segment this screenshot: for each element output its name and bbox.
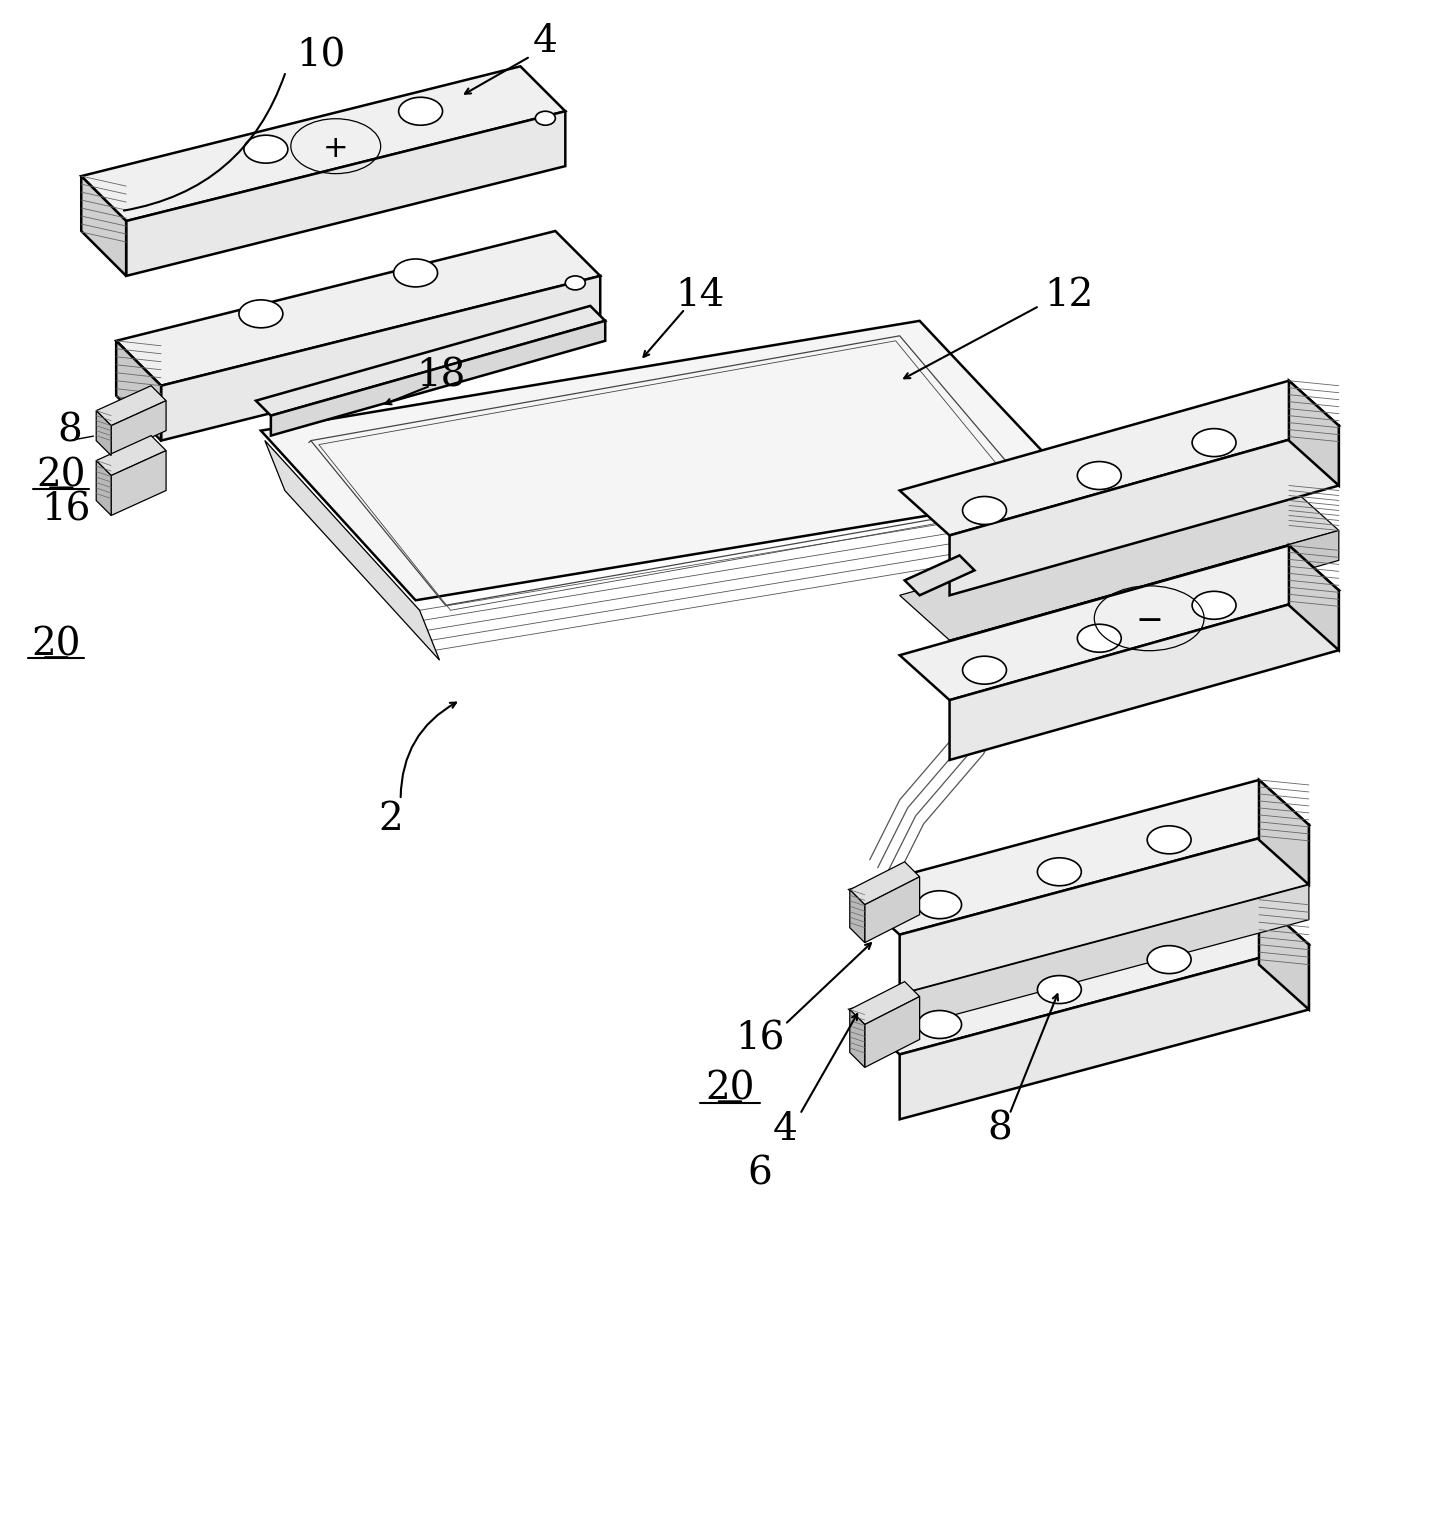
Text: 20: 20	[32, 627, 81, 664]
Polygon shape	[865, 996, 920, 1068]
Polygon shape	[865, 876, 920, 943]
Text: 8: 8	[57, 412, 81, 450]
Polygon shape	[161, 276, 600, 441]
Text: −: −	[1135, 603, 1164, 636]
Polygon shape	[899, 381, 1338, 535]
Text: 20: 20	[36, 457, 86, 494]
Ellipse shape	[398, 97, 443, 125]
Polygon shape	[81, 176, 126, 276]
Polygon shape	[96, 436, 166, 475]
Polygon shape	[262, 321, 1080, 600]
Polygon shape	[116, 340, 161, 441]
Text: 6: 6	[747, 1156, 773, 1192]
Text: +: +	[323, 134, 349, 163]
Ellipse shape	[1077, 462, 1122, 489]
Polygon shape	[905, 556, 975, 595]
Polygon shape	[850, 1010, 865, 1068]
Text: 4: 4	[773, 1110, 798, 1148]
Ellipse shape	[244, 135, 288, 163]
Ellipse shape	[1077, 624, 1122, 652]
Ellipse shape	[1191, 591, 1237, 620]
Polygon shape	[850, 779, 1309, 934]
Polygon shape	[81, 67, 565, 222]
Polygon shape	[1258, 779, 1309, 884]
Polygon shape	[850, 899, 1309, 1054]
Polygon shape	[850, 890, 865, 943]
Polygon shape	[112, 451, 166, 515]
Polygon shape	[950, 425, 1338, 595]
Text: 14: 14	[676, 278, 725, 314]
Polygon shape	[1289, 381, 1338, 486]
Polygon shape	[899, 545, 1338, 700]
Polygon shape	[899, 884, 1309, 1030]
Polygon shape	[899, 486, 1338, 639]
Polygon shape	[256, 305, 606, 416]
Ellipse shape	[535, 111, 555, 125]
Ellipse shape	[1037, 975, 1081, 1004]
Ellipse shape	[1148, 826, 1191, 854]
Polygon shape	[126, 111, 565, 276]
Polygon shape	[850, 861, 920, 905]
Text: 8: 8	[987, 1110, 1011, 1148]
Polygon shape	[270, 321, 606, 436]
Text: 20: 20	[705, 1071, 754, 1107]
Ellipse shape	[1148, 946, 1191, 974]
Ellipse shape	[918, 890, 962, 919]
Text: 10: 10	[296, 38, 346, 74]
Polygon shape	[116, 231, 600, 386]
Text: 4: 4	[533, 23, 558, 59]
Polygon shape	[950, 591, 1338, 760]
Polygon shape	[96, 410, 112, 456]
Polygon shape	[1258, 899, 1309, 1010]
Polygon shape	[850, 981, 920, 1024]
Ellipse shape	[918, 1010, 962, 1039]
Text: 18: 18	[416, 357, 465, 395]
Ellipse shape	[962, 497, 1007, 524]
Ellipse shape	[1191, 428, 1237, 457]
Text: 16: 16	[735, 1021, 785, 1057]
Text: 16: 16	[42, 492, 92, 529]
Polygon shape	[264, 441, 440, 661]
Ellipse shape	[238, 299, 283, 328]
Text: 12: 12	[1045, 278, 1094, 314]
Ellipse shape	[565, 276, 586, 290]
Ellipse shape	[394, 258, 437, 287]
Polygon shape	[112, 401, 166, 456]
Ellipse shape	[962, 656, 1007, 684]
Polygon shape	[899, 945, 1309, 1120]
Polygon shape	[899, 825, 1309, 995]
Polygon shape	[96, 460, 112, 515]
Polygon shape	[950, 530, 1338, 670]
Ellipse shape	[1037, 858, 1081, 886]
Text: 2: 2	[378, 802, 402, 838]
Polygon shape	[1289, 545, 1338, 650]
Polygon shape	[96, 386, 166, 425]
